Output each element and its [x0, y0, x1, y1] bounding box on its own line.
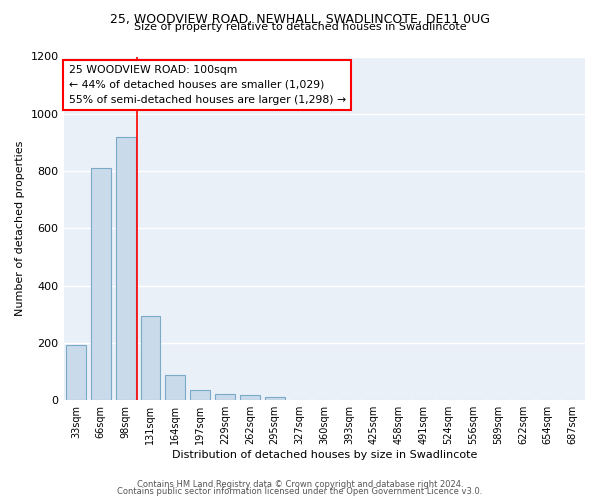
Bar	[140, 316, 160, 400]
Text: 25, WOODVIEW ROAD, NEWHALL, SWADLINCOTE, DE11 0UG: 25, WOODVIEW ROAD, NEWHALL, SWADLINCOTE,…	[110, 12, 490, 26]
Text: Contains HM Land Registry data © Crown copyright and database right 2024.: Contains HM Land Registry data © Crown c…	[137, 480, 463, 489]
Bar	[116, 136, 136, 400]
Bar	[91, 168, 111, 400]
Bar	[215, 394, 235, 400]
Text: 25 WOODVIEW ROAD: 100sqm
← 44% of detached houses are smaller (1,029)
55% of sem: 25 WOODVIEW ROAD: 100sqm ← 44% of detach…	[69, 65, 346, 104]
Text: Contains public sector information licensed under the Open Government Licence v3: Contains public sector information licen…	[118, 487, 482, 496]
X-axis label: Distribution of detached houses by size in Swadlincote: Distribution of detached houses by size …	[172, 450, 477, 460]
Bar	[240, 396, 260, 400]
Text: Size of property relative to detached houses in Swadlincote: Size of property relative to detached ho…	[134, 22, 466, 32]
Bar	[166, 375, 185, 400]
Bar	[66, 345, 86, 400]
Bar	[190, 390, 210, 400]
Bar	[265, 398, 284, 400]
Y-axis label: Number of detached properties: Number of detached properties	[15, 140, 25, 316]
